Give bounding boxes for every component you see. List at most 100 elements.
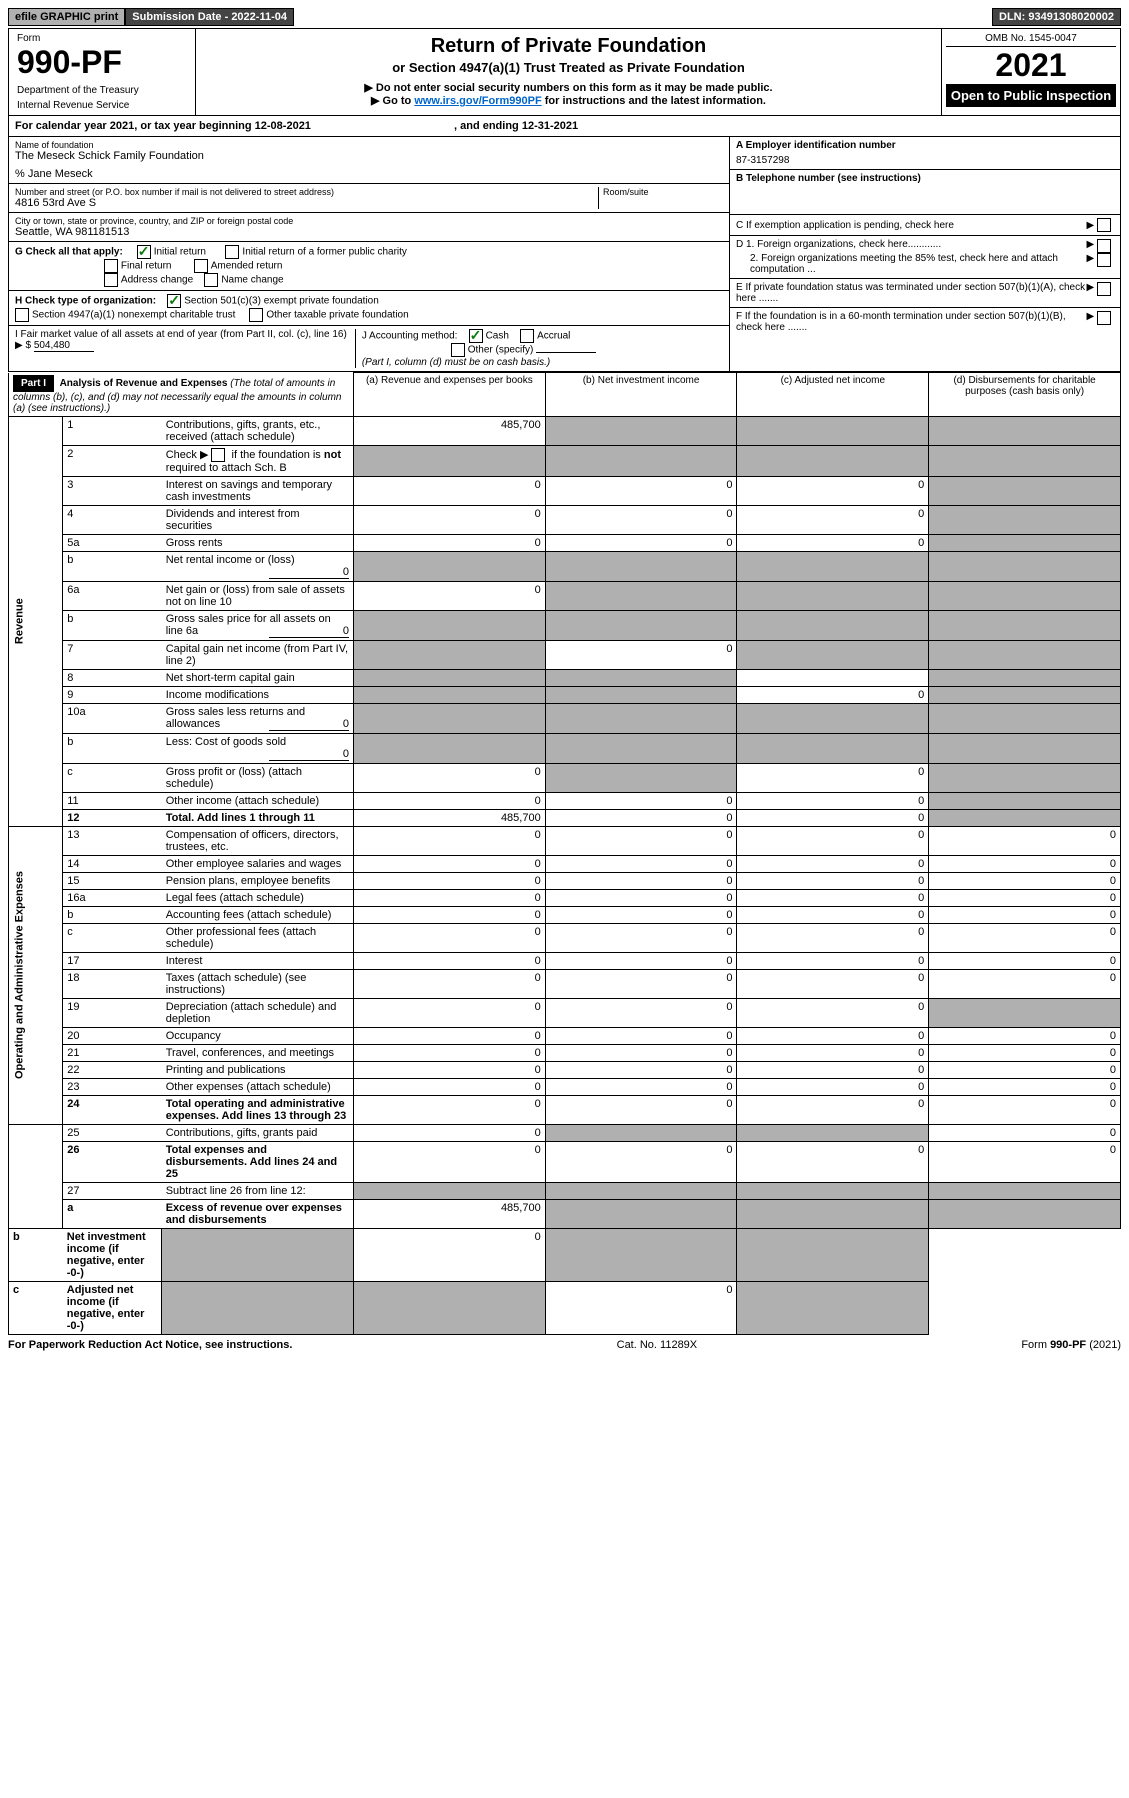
checkbox-initial-former[interactable] — [225, 245, 239, 259]
value-cell: 0 — [737, 998, 929, 1027]
table-row: cAdjusted net income (if negative, enter… — [9, 1281, 1121, 1334]
blank-section — [9, 1124, 63, 1228]
checkbox-other-method[interactable] — [451, 343, 465, 357]
line-number: c — [63, 923, 162, 952]
value-cell: 0 — [929, 1027, 1121, 1044]
arrow-icon: ▶ — [1087, 311, 1095, 333]
table-row: bAccounting fees (attach schedule)0000 — [9, 906, 1121, 923]
checkbox-501c3[interactable] — [167, 294, 181, 308]
value-cell — [353, 669, 545, 686]
value-cell — [353, 686, 545, 703]
value-cell — [737, 703, 929, 733]
value-cell: 0 — [737, 792, 929, 809]
e-cell: E If private foundation status was termi… — [730, 279, 1120, 308]
footer-left: For Paperwork Reduction Act Notice, see … — [8, 1339, 292, 1351]
value-cell: 0 — [545, 1027, 737, 1044]
value-cell: 0 — [353, 1044, 545, 1061]
checkbox-e[interactable] — [1097, 282, 1111, 296]
value-cell: 0 — [737, 906, 929, 923]
h-other: Other taxable private foundation — [266, 310, 408, 321]
line-number: 2 — [63, 445, 162, 476]
form-link[interactable]: www.irs.gov/Form990PF — [414, 95, 541, 107]
goto-post: for instructions and the latest informat… — [542, 95, 766, 107]
calendar-year-row: For calendar year 2021, or tax year begi… — [8, 116, 1121, 137]
phone-label: B Telephone number (see instructions) — [736, 173, 921, 184]
value-cell: 0 — [545, 952, 737, 969]
value-cell — [545, 669, 737, 686]
value-cell: 0 — [545, 534, 737, 551]
table-row: 6aNet gain or (loss) from sale of assets… — [9, 581, 1121, 610]
value-cell: 0 — [545, 1078, 737, 1095]
value-cell — [737, 1124, 929, 1141]
col-b-header: (b) Net investment income — [545, 373, 737, 417]
checkbox-final-return[interactable] — [104, 259, 118, 273]
value-cell: 0 — [737, 872, 929, 889]
checkbox-address-change[interactable] — [104, 273, 118, 287]
table-row: aExcess of revenue over expenses and dis… — [9, 1199, 1121, 1228]
value-cell — [545, 551, 737, 581]
h-label: H Check type of organization: — [15, 296, 156, 307]
value-cell: 0 — [737, 1027, 929, 1044]
line-number: 8 — [63, 669, 162, 686]
value-cell — [737, 669, 929, 686]
table-row: 16aLegal fees (attach schedule)0000 — [9, 889, 1121, 906]
line-number: 9 — [63, 686, 162, 703]
c-cell: C If exemption application is pending, c… — [730, 215, 1120, 236]
line-description: Check ▶ if the foundation is not require… — [162, 445, 354, 476]
j-accrual: Accrual — [537, 331, 570, 342]
value-cell — [929, 1199, 1121, 1228]
line-number: 23 — [63, 1078, 162, 1095]
value-cell — [353, 703, 545, 733]
table-row: 14Other employee salaries and wages0000 — [9, 855, 1121, 872]
value-cell: 0 — [545, 872, 737, 889]
checkbox-c[interactable] — [1097, 218, 1111, 232]
checkbox-d2[interactable] — [1097, 253, 1111, 267]
city-label: City or town, state or province, country… — [15, 216, 723, 226]
info-right: A Employer identification number 87-3157… — [729, 137, 1120, 371]
value-cell — [929, 1182, 1121, 1199]
checkbox-cash[interactable] — [469, 329, 483, 343]
checkbox-initial-return[interactable] — [137, 245, 151, 259]
line-number: 19 — [63, 998, 162, 1027]
h-row: H Check type of organization: Section 50… — [9, 291, 729, 326]
value-cell: 0 — [929, 1095, 1121, 1124]
value-cell — [353, 610, 545, 640]
value-cell — [929, 445, 1121, 476]
value-cell — [737, 416, 929, 445]
checkbox-f[interactable] — [1097, 311, 1111, 325]
value-cell: 0 — [353, 906, 545, 923]
checkbox-4947[interactable] — [15, 308, 29, 322]
line-description: Legal fees (attach schedule) — [162, 889, 354, 906]
part1-table: Part I Analysis of Revenue and Expenses … — [8, 372, 1121, 1335]
line-number: 12 — [63, 809, 162, 826]
value-cell — [545, 610, 737, 640]
street: 4816 53rd Ave S — [15, 197, 598, 209]
line-description: Subtract line 26 from line 12: — [162, 1182, 354, 1199]
value-cell — [545, 686, 737, 703]
city: Seattle, WA 981181513 — [15, 226, 723, 238]
value-cell — [545, 763, 737, 792]
value-cell — [737, 610, 929, 640]
dept-treasury: Department of the Treasury — [17, 85, 187, 96]
checkbox-d1[interactable] — [1097, 239, 1111, 253]
line-description: Interest — [162, 952, 354, 969]
line-number: 24 — [63, 1095, 162, 1124]
table-row: 22Printing and publications0000 — [9, 1061, 1121, 1078]
checkbox-accrual[interactable] — [520, 329, 534, 343]
value-cell: 0 — [353, 855, 545, 872]
value-cell: 485,700 — [353, 1199, 545, 1228]
dln: DLN: 93491308020002 — [992, 8, 1121, 26]
checkbox-sch-b[interactable] — [211, 448, 225, 462]
checkbox-amended[interactable] — [194, 259, 208, 273]
line-number: 18 — [63, 969, 162, 998]
value-cell — [737, 1228, 929, 1281]
checkbox-other-taxable[interactable] — [249, 308, 263, 322]
value-cell: 0 — [545, 923, 737, 952]
value-cell — [353, 445, 545, 476]
line-description: Capital gain net income (from Part IV, l… — [162, 640, 354, 669]
line-number: 1 — [63, 416, 162, 445]
street-label: Number and street (or P.O. box number if… — [15, 187, 598, 197]
line-number: 11 — [63, 792, 162, 809]
checkbox-name-change[interactable] — [204, 273, 218, 287]
value-cell: 0 — [545, 1281, 737, 1334]
